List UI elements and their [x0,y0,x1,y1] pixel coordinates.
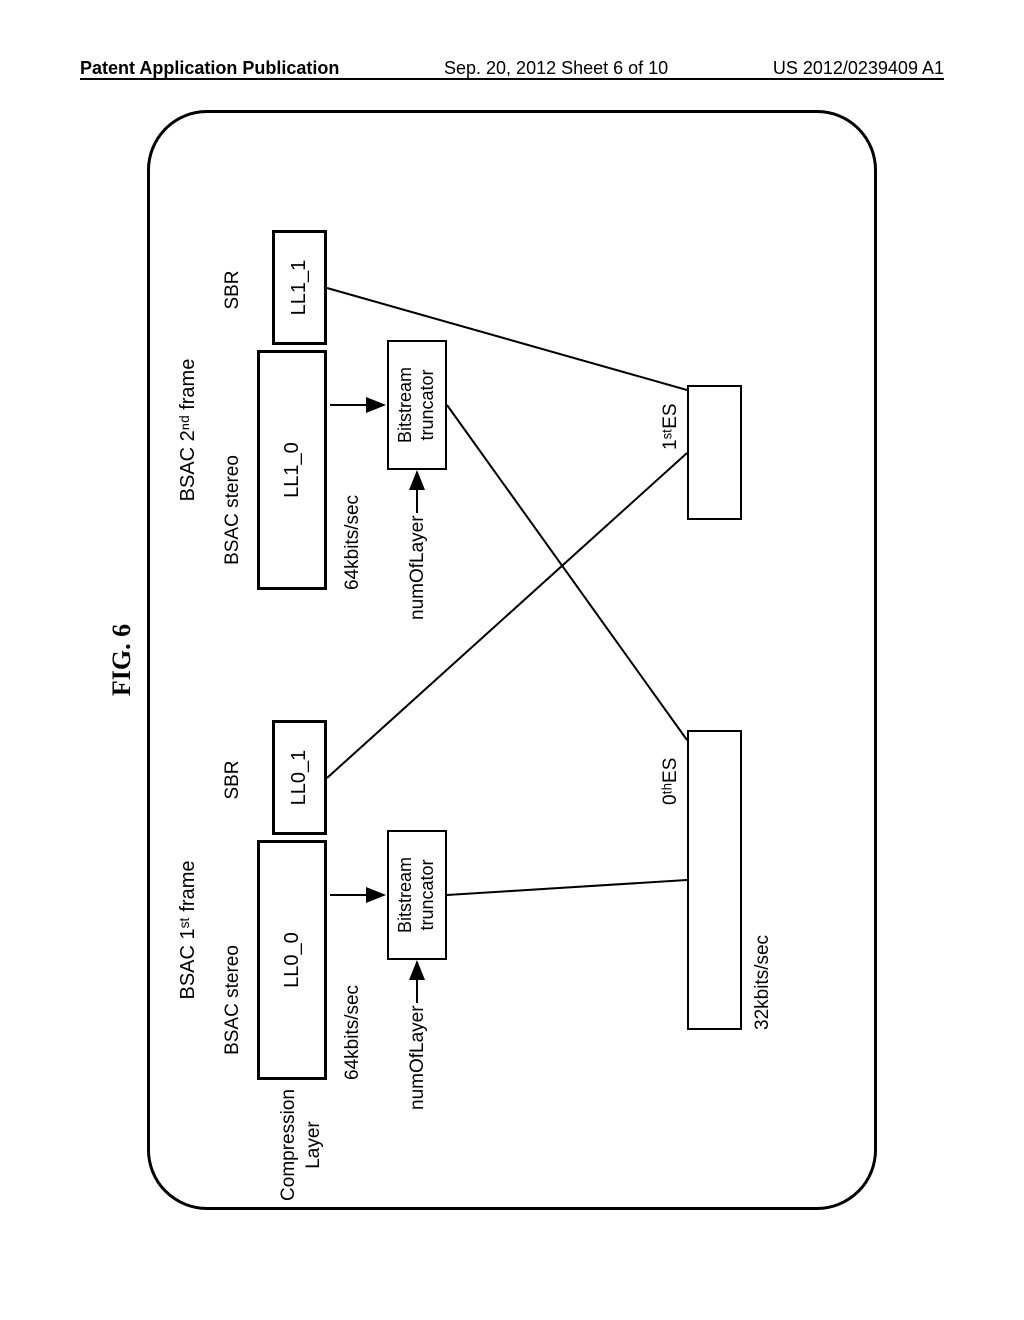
numoflayer-label-2: numOfLayer [407,515,429,620]
truncator-box-2: Bitstream truncator [387,340,447,470]
col1-header: BSAC stereo [222,920,244,1080]
rate-64-label-2: 64kbits/sec [342,495,364,590]
col3-header: BSAC stereo [222,430,244,590]
col2-header: SBR [222,730,244,830]
figure-label: FIG. 6 [107,624,137,696]
box-ll0-1: LL0_1 [272,720,327,835]
header-left: Patent Application Publication [80,58,339,79]
box-ll0-0: LL0_0 [257,840,327,1080]
numoflayer-label-1: numOfLayer [407,1005,429,1110]
compression-layer-label: Compression Layer [277,1085,326,1205]
frame2-title: BSAC 2ⁿᵈ frame [177,300,200,560]
col4-header: SBR [222,240,244,340]
box-ll1-1: LL1_1 [272,230,327,345]
es-0-label: 0ᵗʰES [660,758,682,805]
truncator-box-1: Bitstream truncator [387,830,447,960]
frame1-title: BSAC 1ˢᵗ frame [177,800,200,1060]
rate-64-label-1: 64kbits/sec [342,985,364,1080]
box-ll1-0: LL1_0 [257,350,327,590]
es-1-label: 1ˢᵗES [660,403,682,450]
rate-32-label: 32kbits/sec [752,935,774,1030]
es-box-1 [687,385,742,520]
header-right: US 2012/0239409 A1 [773,58,944,79]
header-divider [80,78,944,80]
diagram-wrapper: FIG. 6 BSAC 1ˢᵗ frame BSAC 2ⁿᵈ frame BSA… [147,110,877,1210]
header-center: Sep. 20, 2012 Sheet 6 of 10 [444,58,668,79]
es-box-0 [687,730,742,1030]
